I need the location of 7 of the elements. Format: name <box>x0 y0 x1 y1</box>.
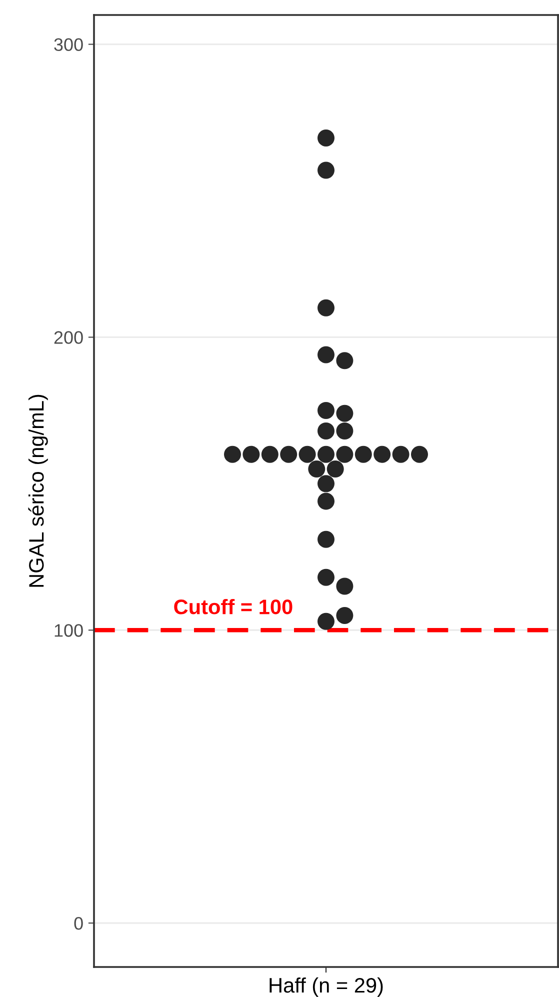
y-tick-label: 0 <box>74 916 83 930</box>
x-tick-label: Haff (n = 29) <box>270 977 383 997</box>
y-tick-label: 300 <box>54 38 83 52</box>
y-tick-label: 200 <box>54 331 83 344</box>
ref-line-label: Cutoff = 100 <box>174 599 292 614</box>
y-tick-label: 100 <box>54 624 83 637</box>
y-axis-title: NGAL sérico (ng/mL) <box>28 394 48 587</box>
